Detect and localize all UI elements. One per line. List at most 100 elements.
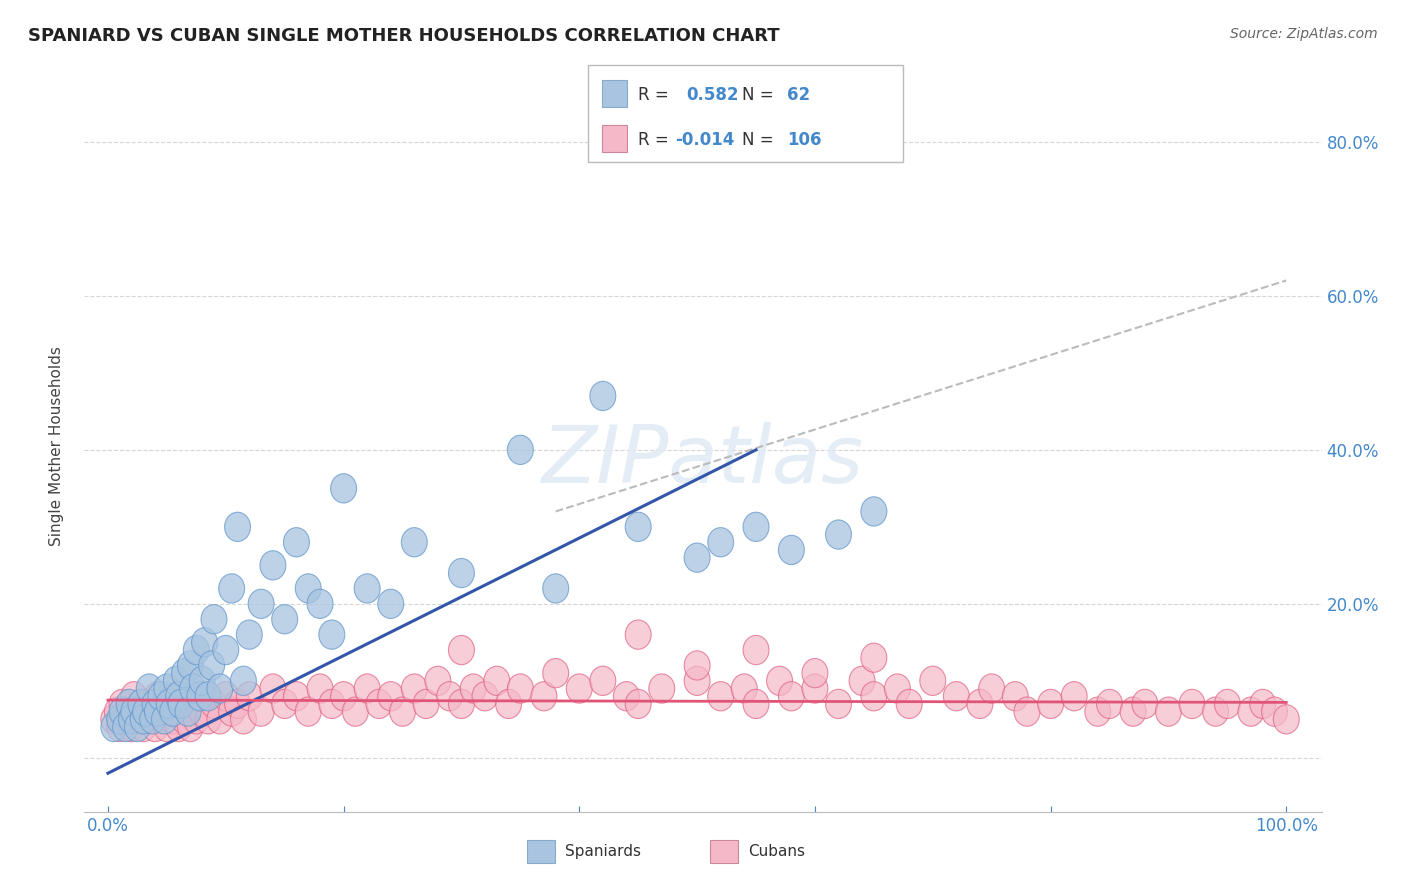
Text: SPANIARD VS CUBAN SINGLE MOTHER HOUSEHOLDS CORRELATION CHART: SPANIARD VS CUBAN SINGLE MOTHER HOUSEHOL… [28,27,780,45]
Ellipse shape [132,697,159,726]
Ellipse shape [131,713,156,741]
Ellipse shape [180,690,205,719]
Ellipse shape [449,558,474,588]
Ellipse shape [117,697,142,726]
Ellipse shape [156,690,183,719]
Ellipse shape [124,705,150,734]
Ellipse shape [449,690,474,719]
Ellipse shape [195,681,221,711]
Ellipse shape [543,658,568,688]
Text: R =: R = [638,86,675,104]
Ellipse shape [107,713,132,741]
Ellipse shape [591,381,616,410]
Ellipse shape [145,681,170,711]
Ellipse shape [330,474,357,503]
Ellipse shape [685,543,710,573]
Ellipse shape [801,658,828,688]
Ellipse shape [508,435,533,465]
Text: Cubans: Cubans [748,845,806,859]
Ellipse shape [195,705,221,734]
Ellipse shape [685,666,710,696]
Ellipse shape [107,705,132,734]
Ellipse shape [779,535,804,565]
Ellipse shape [212,681,239,711]
Ellipse shape [401,527,427,557]
Ellipse shape [110,690,135,719]
Ellipse shape [567,673,592,703]
Ellipse shape [153,673,180,703]
Ellipse shape [160,697,186,726]
Ellipse shape [731,673,758,703]
Ellipse shape [1274,705,1299,734]
Ellipse shape [648,673,675,703]
Ellipse shape [742,512,769,541]
Ellipse shape [207,673,233,703]
Ellipse shape [343,697,368,726]
Ellipse shape [225,512,250,541]
Ellipse shape [183,635,209,665]
Ellipse shape [180,673,205,703]
Ellipse shape [1062,681,1087,711]
Ellipse shape [613,681,640,711]
Ellipse shape [825,690,852,719]
Ellipse shape [801,673,828,703]
Ellipse shape [101,705,127,734]
Ellipse shape [330,681,357,711]
Ellipse shape [191,628,218,657]
Ellipse shape [1180,690,1205,719]
Ellipse shape [160,705,186,734]
Ellipse shape [495,690,522,719]
Ellipse shape [1156,697,1181,726]
Text: N =: N = [742,131,779,149]
Ellipse shape [176,697,201,726]
Ellipse shape [112,705,139,734]
Ellipse shape [472,681,498,711]
Ellipse shape [260,673,285,703]
Ellipse shape [271,605,298,634]
Ellipse shape [626,620,651,649]
Ellipse shape [378,681,404,711]
Ellipse shape [1014,697,1040,726]
Ellipse shape [307,673,333,703]
Ellipse shape [124,713,150,741]
Ellipse shape [148,705,174,734]
Text: R =: R = [638,131,675,149]
Ellipse shape [152,705,177,734]
Ellipse shape [884,673,911,703]
Ellipse shape [236,681,263,711]
Ellipse shape [531,681,557,711]
Ellipse shape [626,690,651,719]
Ellipse shape [219,697,245,726]
Ellipse shape [449,635,474,665]
Ellipse shape [1132,690,1159,719]
Ellipse shape [896,690,922,719]
Ellipse shape [152,697,177,726]
Ellipse shape [742,635,769,665]
Ellipse shape [118,713,145,741]
Ellipse shape [142,713,169,741]
Ellipse shape [163,697,190,726]
Ellipse shape [247,590,274,618]
Y-axis label: Single Mother Households: Single Mother Households [49,346,63,546]
Text: 0.582: 0.582 [686,86,738,104]
Ellipse shape [225,690,250,719]
Ellipse shape [219,574,245,603]
Ellipse shape [177,651,204,680]
Ellipse shape [389,697,416,726]
Ellipse shape [354,574,380,603]
Ellipse shape [212,635,239,665]
Ellipse shape [1237,697,1264,726]
Ellipse shape [136,705,162,734]
Ellipse shape [484,666,510,696]
Ellipse shape [284,681,309,711]
Ellipse shape [231,705,256,734]
Ellipse shape [460,673,486,703]
Ellipse shape [166,713,191,741]
Ellipse shape [307,590,333,618]
Ellipse shape [707,527,734,557]
Ellipse shape [183,705,209,734]
Ellipse shape [169,690,194,719]
Ellipse shape [979,673,1005,703]
Ellipse shape [413,690,439,719]
Ellipse shape [319,690,344,719]
